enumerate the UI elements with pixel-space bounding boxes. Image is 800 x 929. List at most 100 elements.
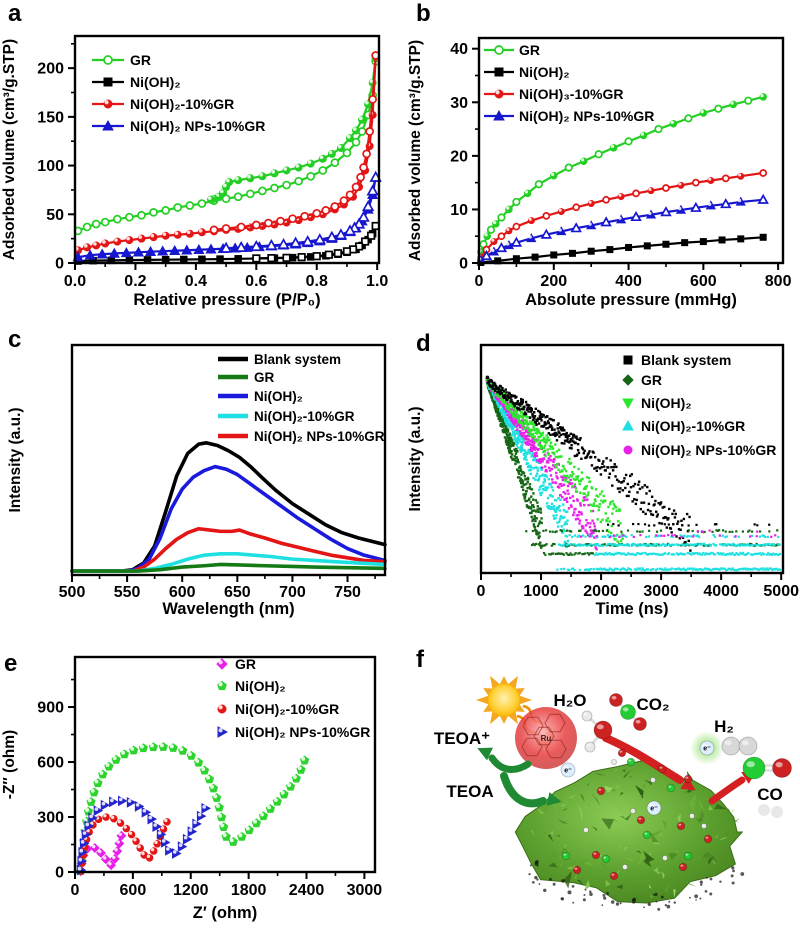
y-axis-label: -Z″ (ohm): [1, 730, 18, 799]
hydrogen-atom: [610, 758, 617, 765]
svg-text:10: 10: [450, 202, 468, 219]
oxygen-atom: [633, 717, 647, 731]
panel-c-letter: c: [8, 326, 22, 353]
panel-f-letter: f: [416, 646, 424, 673]
electron-spheres: e⁻ e⁻ e⁻: [560, 740, 715, 816]
svg-text:Ni(OH)₂-10%GR: Ni(OH)₂-10%GR: [641, 418, 745, 434]
surface-molecules: [561, 748, 713, 881]
series-ni-oh-nps-10-gr: [475, 193, 769, 265]
oxygen-atom: [593, 720, 613, 740]
carbon-atom: [620, 704, 636, 720]
label-HO: H₂O: [553, 691, 586, 710]
svg-text:20: 20: [450, 148, 468, 165]
oxygen-atom: [596, 786, 606, 796]
series-ni-oh-desorption: [252, 221, 380, 263]
svg-text:Ni(OH)₂ NPs-10%GR: Ni(OH)₂ NPs-10%GR: [519, 108, 654, 124]
svg-text:e⁻: e⁻: [703, 746, 711, 753]
series-ni-oh-nps-10-gr: [76, 795, 211, 876]
svg-text:1200: 1200: [173, 882, 209, 899]
svg-text:2000: 2000: [583, 583, 619, 600]
svg-text:Blank system: Blank system: [254, 352, 341, 367]
svg-text:Ni(OH)₂ NPs-10%GR: Ni(OH)₂ NPs-10%GR: [641, 442, 776, 458]
panel-b-chart: 0 200 400 600 800 0 10 20 30 40 Absolute pressure …: [407, 36, 792, 309]
svg-text:e⁻: e⁻: [650, 806, 658, 813]
svg-text:Ni(OH)₂ NPs-10%GR: Ni(OH)₂ NPs-10%GR: [235, 724, 370, 740]
x-axis-label: Wavelength (nm): [162, 600, 294, 618]
svg-text:GR: GR: [519, 42, 540, 58]
h2o-molecule: [581, 710, 613, 753]
series-blank-system: [70, 441, 387, 573]
svg-text:2400: 2400: [289, 882, 325, 899]
series-ni-oh-10-gr: [77, 813, 171, 875]
carbon-atom: [601, 854, 611, 864]
x-axis-label: Absolute pressure (mmHg): [525, 291, 737, 309]
svg-text:1800: 1800: [231, 882, 267, 899]
svg-text:0: 0: [477, 583, 486, 600]
oxygen-atom: [703, 834, 713, 844]
panel-f-schematic: Ru e⁻ e⁻ e⁻ TEOA⁺ TEOA H₂O CO₂ H₂ CO: [434, 675, 792, 911]
ru-label: Ru: [541, 734, 552, 743]
y-axis-label: Intensity (a.u.): [407, 406, 424, 511]
oxygen-atom: [683, 774, 693, 784]
svg-text:Ni(OH)₂: Ni(OH)₂: [130, 74, 181, 90]
electron-sphere: [699, 740, 715, 756]
series-gr: [477, 93, 767, 257]
oxygen-atom: [772, 758, 792, 778]
carbon-atom: [742, 756, 766, 780]
carbon-atom: [626, 757, 636, 767]
svg-text:0.8: 0.8: [306, 273, 328, 290]
svg-text:300: 300: [37, 810, 64, 827]
svg-text:100: 100: [37, 158, 64, 175]
oxygen-atom: [676, 821, 686, 831]
x-axis-label: Time (ns): [595, 600, 668, 618]
hydrogen-atom: [629, 807, 636, 814]
svg-text:550: 550: [114, 584, 141, 601]
svg-text:0.4: 0.4: [185, 273, 207, 290]
svg-text:Ni(OH)₂: Ni(OH)₂: [235, 678, 286, 694]
label-CO: CO₂: [636, 695, 669, 714]
svg-text:Ni(OH)₂-10%GR: Ni(OH)₂-10%GR: [130, 96, 234, 112]
svg-text:700: 700: [279, 584, 306, 601]
label-CO: CO: [757, 785, 783, 804]
oxygen-atom: [678, 862, 688, 872]
x-axis-label: Relative pressure (P/P₀): [133, 291, 320, 309]
svg-text:500: 500: [59, 584, 86, 601]
svg-text:Ni(OH)₂: Ni(OH)₂: [519, 64, 570, 80]
carbon-atom: [666, 783, 676, 793]
axes: 0 200 400 600 800 0 10 20 30 40 Absolute pressure …: [407, 36, 792, 309]
label-H: H₂: [714, 717, 734, 736]
co2-molecule: [609, 693, 647, 731]
legend: GR Ni(OH)₂ Ni(OH)₃-10%GR Ni(OH)₂ NPs-10%GR: [484, 42, 654, 124]
svg-text:GR: GR: [130, 52, 151, 68]
axes: 0.0 0.2 0.4 0.6 0.8 1.0 0 50 100 150 200 Relative p…: [1, 34, 388, 309]
svg-text:150: 150: [37, 109, 64, 126]
svg-text:200: 200: [540, 273, 567, 290]
svg-text:1.0: 1.0: [366, 273, 388, 290]
decay-gr: [485, 375, 543, 549]
svg-text:Ni(OH)₂-10%GR: Ni(OH)₂-10%GR: [235, 701, 339, 717]
panel-c-chart: 500 550 600 650 700 750 Wavelength (nm) Intensi…: [7, 343, 387, 618]
svg-text:0: 0: [475, 273, 484, 290]
svg-text:50: 50: [46, 207, 64, 224]
panel-b-letter: b: [416, 0, 431, 27]
co-molecule: [742, 756, 792, 780]
panel-a-chart: 0.0 0.2 0.4 0.6 0.8 1.0 0 50 100 150 200 Relative p…: [1, 34, 388, 309]
y-axis-label: Adsorbed volume (cm³/g.STP): [407, 40, 424, 261]
arrows: [477, 734, 757, 808]
svg-text:750: 750: [334, 584, 361, 601]
svg-text:900: 900: [37, 700, 64, 717]
decay-blank-system: [485, 376, 692, 552]
svg-text:Ni(OH)₂: Ni(OH)₂: [254, 389, 303, 404]
svg-text:600: 600: [169, 584, 196, 601]
axes: 0 600 1200 1800 2400 3000 0 300 600 900 Z′ (ohm) -Z…: [1, 655, 382, 922]
x-axis-label: Z′ (ohm): [193, 904, 257, 922]
panel-d: d 0 1000 2000 3000 4000 5000 Time (ns) Intensit…: [400, 320, 800, 620]
hydrogen-atom: [581, 710, 593, 722]
oxygen-atom: [609, 871, 619, 881]
svg-text:600: 600: [690, 273, 717, 290]
oxygen-atom: [636, 815, 646, 825]
svg-text:Ni(OH)₂: Ni(OH)₂: [641, 395, 692, 411]
label-TEOA: TEOA⁺: [434, 729, 490, 748]
hydrogen-atom: [738, 736, 758, 756]
svg-text:200: 200: [37, 61, 64, 78]
